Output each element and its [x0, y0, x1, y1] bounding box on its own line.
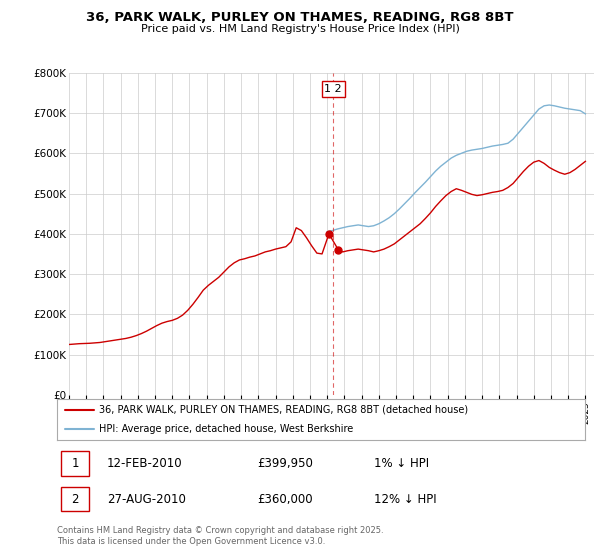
Bar: [61, 487, 89, 511]
Text: 12% ↓ HPI: 12% ↓ HPI: [374, 493, 436, 506]
Text: 2: 2: [71, 493, 79, 506]
Text: £360,000: £360,000: [257, 493, 313, 506]
Text: 36, PARK WALK, PURLEY ON THAMES, READING, RG8 8BT (detached house): 36, PARK WALK, PURLEY ON THAMES, READING…: [99, 405, 469, 415]
Text: £399,950: £399,950: [257, 457, 314, 470]
Text: 1 2: 1 2: [325, 84, 342, 94]
Text: HPI: Average price, detached house, West Berkshire: HPI: Average price, detached house, West…: [99, 424, 353, 434]
Text: Contains HM Land Registry data © Crown copyright and database right 2025.
This d: Contains HM Land Registry data © Crown c…: [57, 526, 383, 546]
Text: 12-FEB-2010: 12-FEB-2010: [107, 457, 183, 470]
Text: Price paid vs. HM Land Registry's House Price Index (HPI): Price paid vs. HM Land Registry's House …: [140, 24, 460, 34]
Text: 27-AUG-2010: 27-AUG-2010: [107, 493, 186, 506]
Bar: [61, 451, 89, 475]
Text: 1% ↓ HPI: 1% ↓ HPI: [374, 457, 429, 470]
Text: 1: 1: [71, 457, 79, 470]
Text: 36, PARK WALK, PURLEY ON THAMES, READING, RG8 8BT: 36, PARK WALK, PURLEY ON THAMES, READING…: [86, 11, 514, 24]
